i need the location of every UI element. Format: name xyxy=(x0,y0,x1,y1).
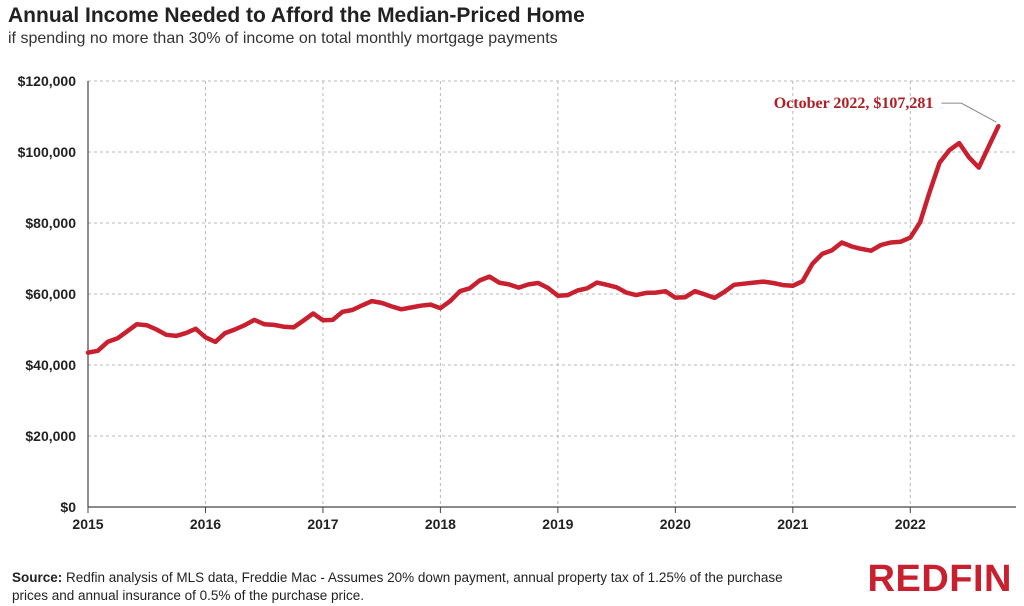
income-series-line xyxy=(85,123,1001,355)
x-tick-label: 2019 xyxy=(542,516,573,532)
x-tick-label: 2015 xyxy=(72,516,103,532)
y-tick-label: $40,000 xyxy=(25,357,76,373)
y-tick-label: $20,000 xyxy=(25,428,76,444)
source-label: Source: xyxy=(12,570,63,585)
x-tick-label: 2017 xyxy=(307,516,338,532)
x-tick-label: 2016 xyxy=(190,516,221,532)
line-chart: $0 $20,000 $40,000 $60,000 $80,000 $100,000 $1… xyxy=(18,73,1016,532)
redfin-logo: REDFIN xyxy=(867,558,1012,600)
y-tick-label: $60,000 xyxy=(25,286,76,302)
source-footnote: Source: Redfin analysis of MLS data, Fre… xyxy=(12,569,792,605)
x-tick-label: 2020 xyxy=(660,516,691,532)
x-tick-label: 2021 xyxy=(777,516,808,532)
y-tick-label: $100,000 xyxy=(18,144,77,160)
chart-subtitle: if spending no more than 30% of income o… xyxy=(8,30,558,47)
chart-title: Annual Income Needed to Afford the Media… xyxy=(8,4,585,27)
source-text: Redfin analysis of MLS data, Freddie Mac… xyxy=(12,570,783,603)
annotation-leader-line xyxy=(941,102,997,123)
y-tick-label: $120,000 xyxy=(18,73,77,89)
y-tick-label: $80,000 xyxy=(25,215,76,231)
latest-value-annotation: October 2022, $107,281 xyxy=(774,95,934,112)
y-tick-label: $0 xyxy=(60,499,76,515)
x-tick-label: 2018 xyxy=(425,516,456,532)
x-tick-label: 2022 xyxy=(895,516,926,532)
